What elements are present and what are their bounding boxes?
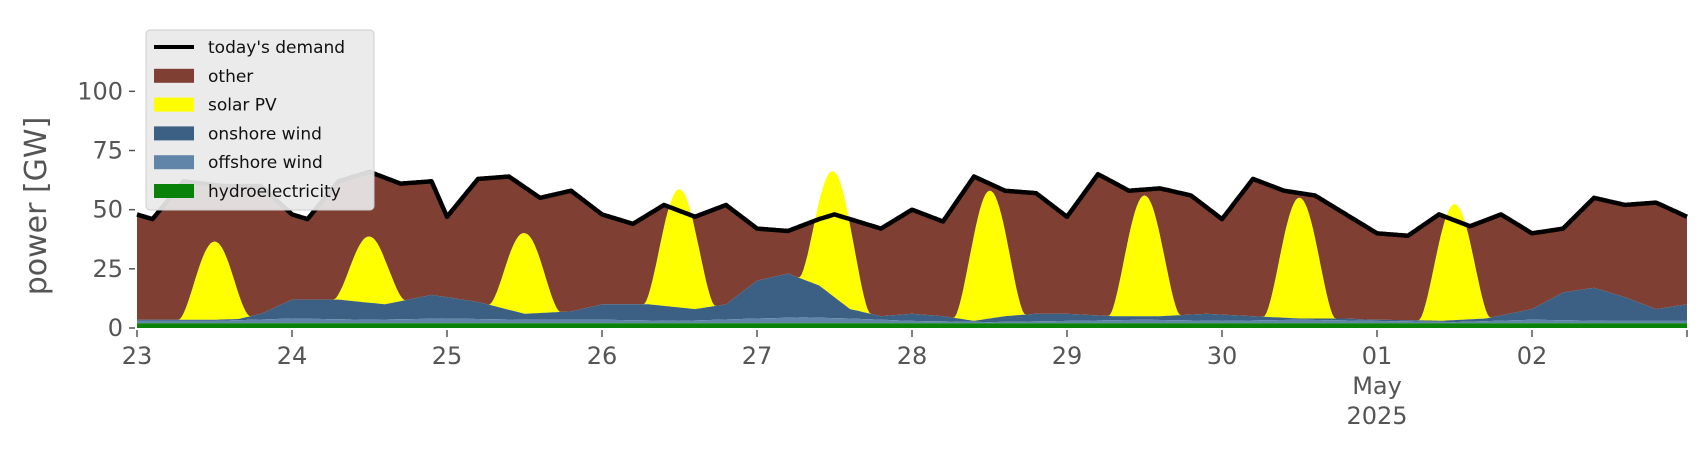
- x-tick-label: 26: [587, 342, 618, 370]
- area-onshore-wind: [137, 273, 1687, 323]
- y-tick-label: 75: [92, 137, 123, 165]
- axes: 0 25 50 75 100 power [GW] 23 24 25 26 27 28 29 30 01Ma…: [19, 77, 1688, 430]
- x-tick-label: 02: [1517, 342, 1548, 370]
- legend-label: other: [208, 67, 253, 87]
- legend-box: [145, 29, 375, 211]
- y-tick-label: 0: [108, 314, 123, 342]
- demand-line: [136, 169, 1688, 238]
- x-tick-label: 01: [1362, 342, 1393, 370]
- x-tick-label: 30: [1207, 342, 1238, 370]
- legend-label: onshore wind: [208, 124, 322, 144]
- y-tick-label: 25: [92, 255, 123, 283]
- x-tick-label: 24: [277, 342, 308, 370]
- stacked-areas: [137, 171, 1687, 328]
- x-year-label: 2025: [1346, 402, 1407, 430]
- y-tick-label: 50: [92, 196, 123, 224]
- y-tick-label: 100: [77, 77, 123, 105]
- legend-swatch: [154, 126, 194, 141]
- x-tick-label: 28: [897, 342, 928, 370]
- x-tick-label: 25: [432, 342, 463, 370]
- y-axis-title: power [GW]: [19, 117, 54, 296]
- legend-label: solar PV: [208, 96, 277, 116]
- area-solar-pv: [137, 171, 1687, 321]
- legend-swatch: [154, 155, 194, 170]
- x-month-label: May: [1352, 372, 1402, 400]
- x-tick-label: 23: [122, 342, 153, 370]
- area-other: [137, 171, 1687, 321]
- legend-label: hydroelectricity: [208, 182, 341, 202]
- legend-swatch: [154, 184, 194, 198]
- demand-layer: [136, 169, 1688, 238]
- legend: today's demand other solar PV onshore wind o…: [145, 29, 375, 211]
- x-tick-label: 27: [742, 342, 773, 370]
- x-tick-label: 29: [1052, 342, 1083, 370]
- legend-label: today's demand: [208, 38, 345, 58]
- legend-label: offshore wind: [208, 153, 323, 173]
- area-offshore-wind: [137, 317, 1687, 324]
- area-hydroelectricity: [137, 323, 1687, 328]
- legend-swatch: [154, 97, 194, 112]
- legend-swatch: [154, 68, 194, 83]
